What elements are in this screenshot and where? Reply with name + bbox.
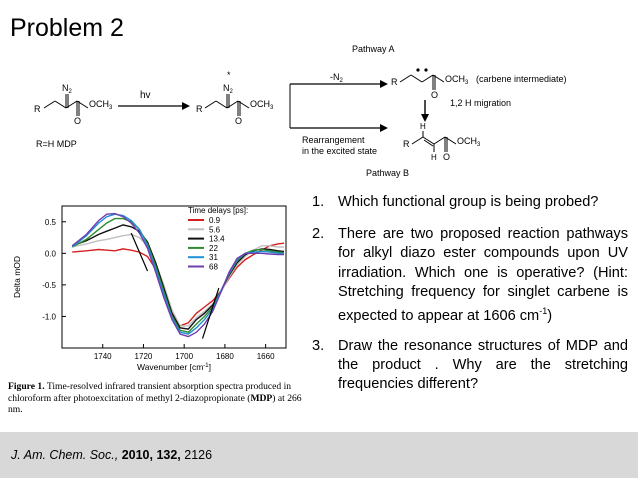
legend-label-22: 22 [209,244,218,253]
pathway-a-label: Pathway A [352,44,395,54]
y-tick-label: 0.0 [45,249,57,258]
citation: J. Am. Chem. Soc., 2010, 132, 2126 [11,448,212,462]
mdp-label: R=H MDP [36,139,77,149]
x-tick-label: 1660 [257,352,275,361]
question-2-number: 2. [312,226,325,243]
o-label-1: O [74,116,81,126]
o-label-2: O [235,116,242,126]
migration-label: 1,2 H migration [450,98,511,108]
series-line-5.6 [72,233,284,327]
caption-text-end: ) at 266 nm. [8,392,302,416]
reaction-scheme: R N2 O OCH3 hv R * N2 O OCH3 Pathway A -… [34,44,567,178]
och3-label-2: OCH3 [250,99,274,111]
question-2: 2. There are two proposed reaction pathw… [312,225,628,326]
slide-title: Problem 2 [10,14,124,42]
pathway-b-label: Pathway B [366,168,409,178]
x-tick-label: 1720 [135,352,153,361]
ir-spectra-chart: 0.5 0.0 -0.5 -1.0 1740 1720 1700 1680 1660 Wavenu… [4,200,314,378]
y-tick-label: -1.0 [42,312,56,321]
legend-title: Time delays [ps]: [188,206,248,215]
pathway-b-arrowhead [380,124,388,132]
minus-n2-label: -N2 [330,72,344,84]
question-2-tail: ) [547,307,553,324]
product-structure [411,131,457,152]
r-group-4: R [403,139,410,149]
n2-label-2: N2 [223,83,234,95]
series-line-22 [71,217,285,333]
excited-star: * [227,70,231,80]
y-axis-label: Delta mOD [12,256,22,298]
question-1-number: 1. [312,194,325,210]
plot-frame [61,205,287,349]
rearrangement-label-2: in the excited state [302,146,377,156]
och3-label-4: OCH3 [457,136,481,148]
question-2-sup: -1 [539,306,548,317]
y-tick-label: 0.5 [45,218,57,227]
question-list: 1. Which functional group is being probe… [312,193,628,408]
x-tick-label: 1740 [94,352,112,361]
trend-arrow-right [201,287,220,339]
carbene-dot-2 [424,68,428,72]
excited-state-structure [204,94,250,116]
caption-label: Figure 1. [8,381,45,392]
n2-label-1: N2 [62,83,73,95]
series-line-0.9 [72,242,285,327]
carbene-label: (carbene intermediate) [476,74,567,84]
hv-label: hv [140,90,151,101]
chart-svg: 0.5 0.0 -0.5 -1.0 1740 1720 1700 1680 1660 Wavenu… [12,205,287,372]
och3-label-3: OCH3 [445,74,469,86]
caption-mdp: MDP [250,392,273,404]
legend-label-68: 68 [209,263,218,272]
carbene-dot-1 [416,68,420,72]
question-1-text: Which functional group is being probed? [338,194,599,210]
h-label-2: H [431,153,437,162]
r-group-3: R [391,77,398,87]
citation-year-vol: 2010, 132, [121,448,181,462]
r-group-1: R [34,104,41,114]
citation-journal: J. Am. Chem. Soc., [11,448,119,462]
question-3: 3. Draw the resonance structures of MDP … [312,337,628,395]
figure-caption: Figure 1. Time-resolved infrared transie… [8,381,308,416]
rearrangement-label-1: Rearrangement [302,135,365,145]
pathway-a-arrowhead [380,80,388,88]
hv-arrowhead [182,102,190,110]
diazo-ester-structure [43,94,89,116]
r-group-2: R [196,104,203,114]
question-2-text: There are two proposed reaction pathways… [338,226,628,324]
question-3-text: Draw the resonance structures of MDP and… [338,338,628,393]
och3-label-1: OCH3 [89,99,113,111]
legend-label-0.9: 0.9 [209,216,221,225]
citation-pages: 2126 [184,448,213,462]
question-1: 1. Which functional group is being probe… [312,193,628,212]
o-label-4: O [443,152,450,162]
migration-arrowhead [421,114,429,122]
carbene-structure [399,74,445,90]
legend-label-5.6: 5.6 [209,225,221,234]
footer-bar: J. Am. Chem. Soc., 2010, 132, 2126 [0,432,638,478]
question-3-number: 3. [312,338,325,355]
h-label-1: H [420,122,426,131]
x-axis-label: Wavenumber [cm-1] [137,362,211,372]
legend-label-31: 31 [209,253,218,262]
x-tick-label: 1700 [175,352,193,361]
caption-text: Time-resolved infrared transient absorpt… [8,381,292,404]
trend-arrow-left [130,232,149,272]
o-label-3: O [431,90,438,100]
x-tick-label: 1680 [216,352,234,361]
y-tick-label: -0.5 [42,281,56,290]
legend-label-13.4: 13.4 [209,235,225,244]
series-line-68 [71,212,284,338]
